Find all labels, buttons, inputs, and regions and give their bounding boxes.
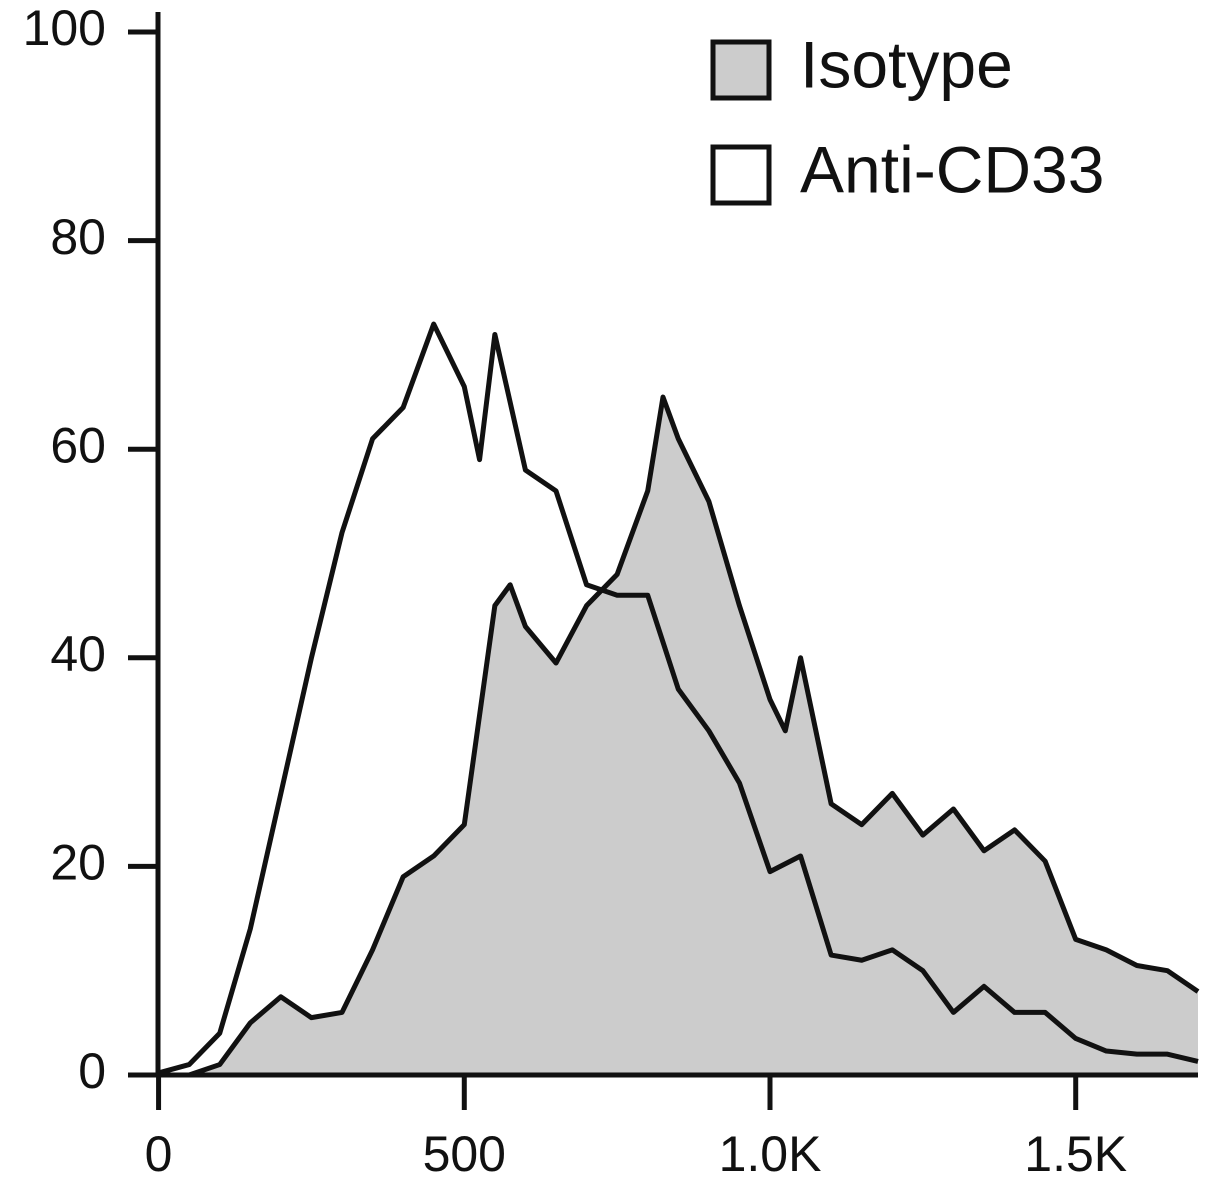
- area-fill: [158, 397, 1199, 1075]
- legend-label: Isotype: [800, 27, 1013, 101]
- y-tick-label: 40: [50, 626, 106, 682]
- y-tick-label: 60: [50, 417, 106, 473]
- series-line: [158, 394, 1200, 1078]
- y-tick-label: 100: [23, 0, 106, 56]
- x-tick-label: 1.5K: [1024, 1126, 1127, 1182]
- series-line: [157, 321, 1199, 1076]
- legend-swatch: [710, 39, 772, 101]
- y-tick-label: 20: [50, 835, 106, 891]
- legend-swatch: [710, 144, 772, 206]
- x-tick-label: 0: [145, 1126, 173, 1182]
- y-tick-label: 0: [78, 1043, 106, 1099]
- y-tick-label: 80: [50, 209, 106, 265]
- x-tick-label: 500: [423, 1126, 506, 1182]
- x-tick-label: 1.0K: [719, 1126, 822, 1182]
- legend-label: Anti-CD33: [800, 132, 1104, 206]
